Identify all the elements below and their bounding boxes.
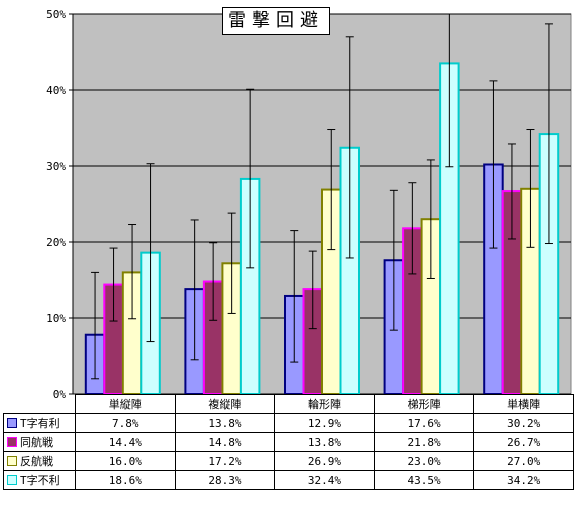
- data-label: 28.3%: [174, 470, 276, 490]
- data-label: 17.2%: [174, 451, 276, 471]
- data-table: 単縦陣 複縦陣 輪形陣 梯形陣 単横陣 T字有利 7.8% 13.8% 12.9% 17.6% 30…: [3, 394, 574, 490]
- data-label: 17.6%: [373, 413, 475, 433]
- legend-swatch: [7, 418, 17, 428]
- legend-label: T字有利: [20, 417, 60, 430]
- data-label: 27.0%: [473, 451, 574, 471]
- category-label: 梯形陣: [373, 394, 475, 414]
- y-tick-label: 0%: [53, 388, 67, 401]
- category-label: 輪形陣: [274, 394, 375, 414]
- table-row: 同航戦 14.4% 14.8% 13.8% 21.8% 26.7%: [3, 432, 574, 452]
- legend-entry: 反航戦: [3, 451, 76, 471]
- legend-swatch: [7, 475, 17, 485]
- data-label: 14.8%: [174, 432, 276, 452]
- data-label: 26.9%: [274, 451, 375, 471]
- y-tick-label: 50%: [46, 8, 66, 21]
- data-label: 21.8%: [373, 432, 475, 452]
- data-label: 13.8%: [174, 413, 276, 433]
- y-tick-label: 40%: [46, 84, 66, 97]
- chart-title: 雷撃回避: [222, 7, 330, 35]
- category-label: 単縦陣: [75, 394, 176, 414]
- legend-entry: 同航戦: [3, 432, 76, 452]
- y-tick-label: 30%: [46, 160, 66, 173]
- table-row: T字不利 18.6% 28.3% 32.4% 43.5% 34.2%: [3, 470, 574, 490]
- table-corner: [4, 395, 76, 414]
- y-tick-label: 20%: [46, 236, 66, 249]
- y-tick-label: 10%: [46, 312, 66, 325]
- table-row: T字有利 7.8% 13.8% 12.9% 17.6% 30.2%: [3, 413, 574, 433]
- data-label: 16.0%: [75, 451, 176, 471]
- legend-swatch: [7, 437, 17, 447]
- category-label: 単横陣: [473, 394, 574, 414]
- data-label: 23.0%: [373, 451, 475, 471]
- data-label: 18.6%: [75, 470, 176, 490]
- legend-swatch: [7, 456, 17, 466]
- data-label: 26.7%: [473, 432, 574, 452]
- legend-entry: T字有利: [3, 413, 76, 433]
- legend-label: T字不利: [20, 474, 60, 487]
- legend-label: 反航戦: [20, 455, 53, 468]
- data-label: 32.4%: [274, 470, 375, 490]
- data-label: 30.2%: [473, 413, 574, 433]
- data-label: 43.5%: [373, 470, 475, 490]
- data-label: 7.8%: [75, 413, 176, 433]
- data-label: 34.2%: [473, 470, 574, 490]
- category-label: 複縦陣: [174, 394, 276, 414]
- data-label: 13.8%: [274, 432, 375, 452]
- data-label: 12.9%: [274, 413, 375, 433]
- table-row: 反航戦 16.0% 17.2% 26.9% 23.0% 27.0%: [3, 451, 574, 471]
- legend-entry: T字不利: [3, 470, 76, 490]
- data-label: 14.4%: [75, 432, 176, 452]
- legend-label: 同航戦: [20, 436, 53, 449]
